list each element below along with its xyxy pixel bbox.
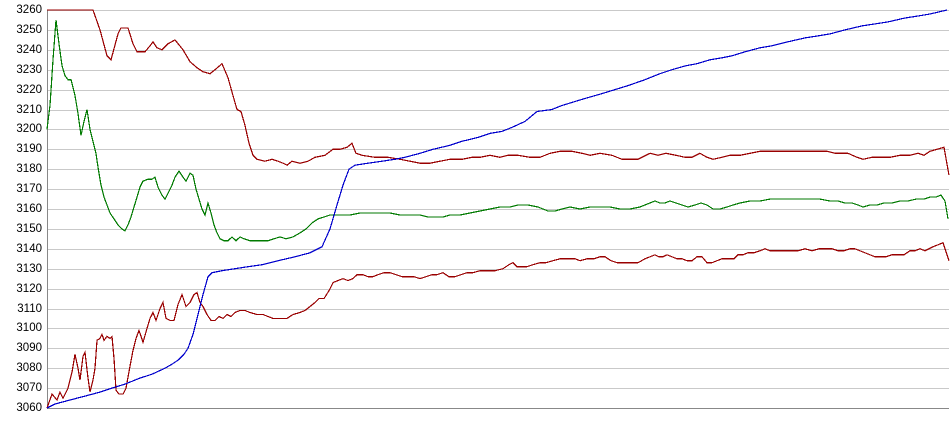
y-axis-label: 3140 [16, 243, 42, 255]
y-axis-label: 3160 [16, 203, 42, 215]
y-axis-label: 3190 [16, 143, 42, 155]
blue-rising-line [46, 9, 948, 409]
y-axis-label: 3150 [16, 223, 42, 235]
y-axis-label: 3230 [16, 64, 42, 76]
y-axis-label: 3110 [17, 303, 42, 315]
y-axis-label: 3090 [16, 342, 42, 354]
y-axis-label: 3100 [16, 322, 42, 334]
y-axis-label: 3170 [16, 183, 42, 195]
y-axis-label: 3180 [16, 163, 42, 175]
y-axis-label: 3210 [16, 104, 42, 116]
green-mid-line [46, 19, 949, 242]
y-axis-label: 3240 [16, 44, 42, 56]
y-axis-label: 3200 [16, 123, 42, 135]
y-axis-label: 3080 [16, 362, 42, 374]
red-lower-band [46, 242, 950, 409]
y-axis-label: 3250 [16, 24, 42, 36]
y-axis-label: 3070 [16, 382, 42, 394]
red-upper-band [47, 9, 950, 176]
y-axis-label: 3060 [16, 402, 42, 414]
y-axis-label: 3130 [16, 263, 42, 275]
y-axis-label: 3120 [16, 283, 42, 295]
y-axis-label: 3260 [16, 4, 42, 16]
y-axis-label: 3220 [16, 84, 42, 96]
